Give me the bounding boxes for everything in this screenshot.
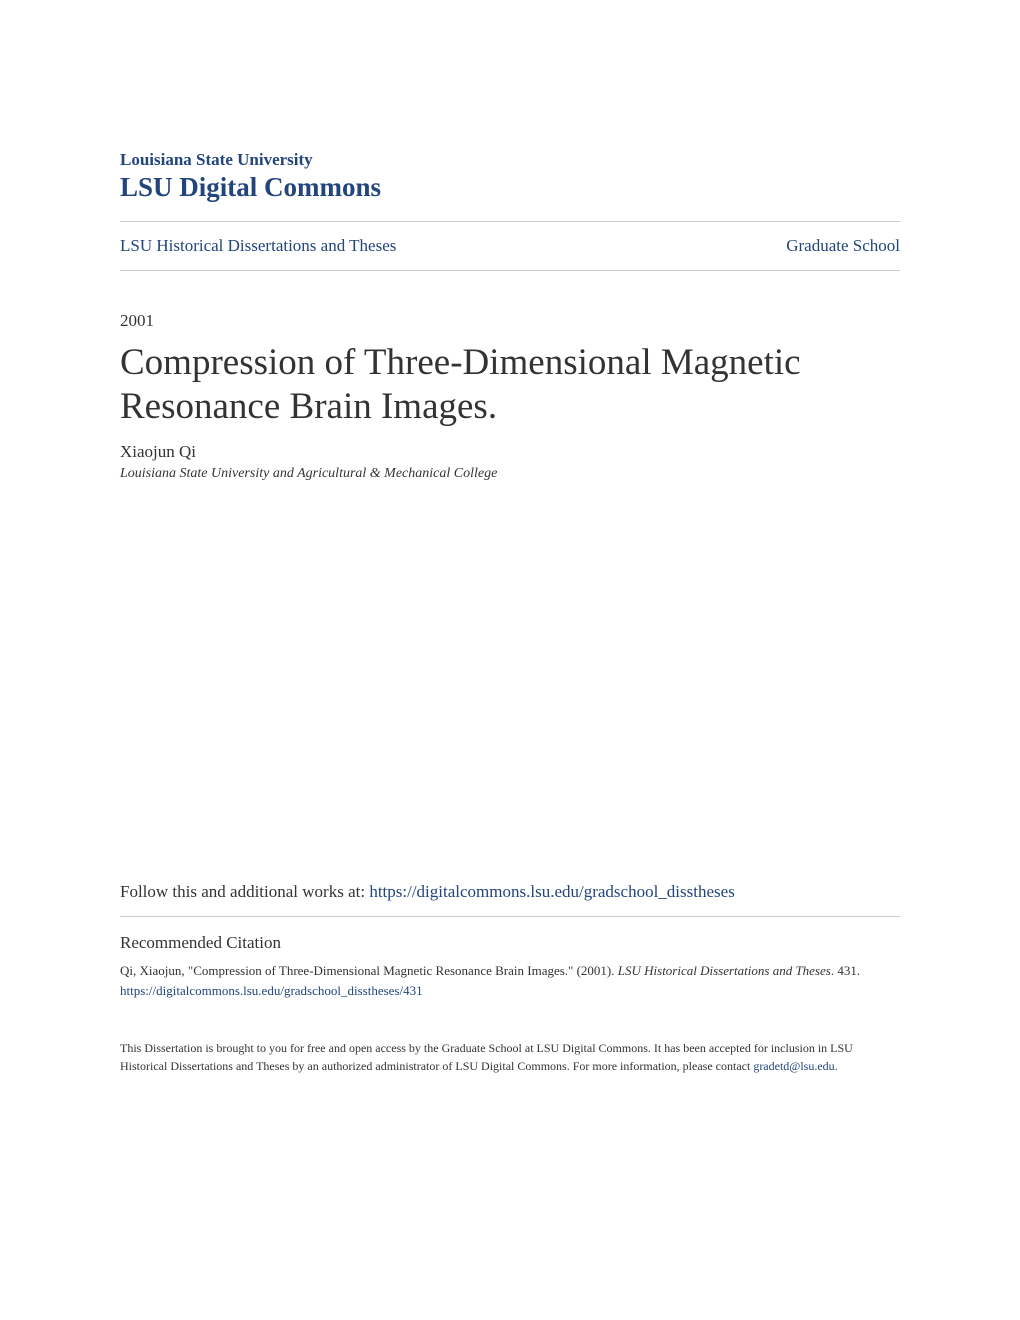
nav-row: LSU Historical Dissertations and Theses … (120, 222, 900, 270)
publication-year: 2001 (120, 311, 900, 331)
contact-email-link[interactable]: gradetd@lsu.edu (753, 1059, 834, 1073)
author-name: Xiaojun Qi (120, 442, 900, 462)
citation-url-link[interactable]: https://digitalcommons.lsu.edu/gradschoo… (120, 983, 900, 999)
citation-section: Recommended Citation Qi, Xiaojun, "Compr… (120, 933, 900, 1000)
graduate-school-link[interactable]: Graduate School (786, 236, 900, 256)
header: Louisiana State University LSU Digital C… (120, 150, 900, 203)
footer-suffix: . (835, 1059, 838, 1073)
follow-prefix: Follow this and additional works at: (120, 882, 369, 901)
collection-link[interactable]: LSU Historical Dissertations and Theses (120, 236, 396, 256)
divider-follow (120, 916, 900, 917)
follow-text: Follow this and additional works at: htt… (120, 882, 900, 902)
author-affiliation: Louisiana State University and Agricultu… (120, 466, 900, 482)
footer-text: This Dissertation is brought to you for … (120, 1039, 900, 1075)
citation-heading: Recommended Citation (120, 933, 900, 953)
citation-series-title: LSU Historical Dissertations and Theses (618, 963, 831, 978)
university-name: Louisiana State University (120, 150, 900, 170)
citation-text: Qi, Xiaojun, "Compression of Three-Dimen… (120, 961, 900, 981)
follow-section: Follow this and additional works at: htt… (120, 882, 900, 917)
citation-suffix: . 431. (831, 963, 860, 978)
repository-name: LSU Digital Commons (120, 172, 900, 203)
citation-prefix: Qi, Xiaojun, "Compression of Three-Dimen… (120, 963, 618, 978)
follow-link[interactable]: https://digitalcommons.lsu.edu/gradschoo… (369, 882, 734, 901)
content-main: 2001 Compression of Three-Dimensional Ma… (120, 311, 900, 482)
divider-nav (120, 270, 900, 271)
document-title: Compression of Three-Dimensional Magneti… (120, 341, 900, 430)
footer-body: This Dissertation is brought to you for … (120, 1041, 853, 1073)
